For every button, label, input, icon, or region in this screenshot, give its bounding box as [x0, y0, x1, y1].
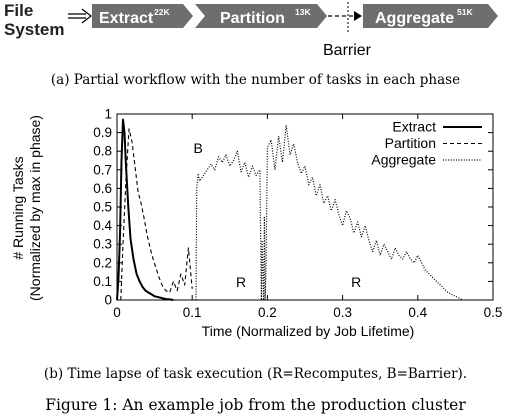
y-tick-label: 0.5 [93, 200, 112, 215]
x-tick-label: 0.2 [258, 305, 277, 320]
y-tick-label: 0.3 [93, 237, 112, 252]
workflow-diagram: File System Extract 22K Partition 13K Ba… [4, 1, 498, 59]
y-axis-label-line1: # Running Tasks [10, 156, 26, 259]
y-tick-label: 0 [104, 293, 112, 308]
time-lapse-chart: 0 0.1 0.2 0.3 0.4 0.5 0 0.1 0.2 0.3 0.4 0.5 0.6 0.7 0.… [10, 107, 502, 340]
file-system-label-line1: File [4, 1, 33, 20]
aggregate-phase-label: Aggregate [375, 10, 454, 27]
annotation-r: R [236, 274, 246, 290]
x-axis-label: Time (Normalized by Job Lifetime) [202, 323, 415, 339]
aggregate-phase-box [363, 4, 498, 28]
x-tick-label: 0.4 [408, 305, 427, 320]
caption-b: (b) Time lapse of task execution (R=Reco… [43, 366, 468, 382]
caption-a: (a) Partial workflow with the number of … [50, 72, 461, 88]
y-tick-label: 0.4 [93, 218, 112, 233]
partition-phase-label: Partition [220, 10, 285, 27]
partition-task-count: 13K [295, 7, 311, 17]
partition-phase-box [195, 4, 327, 28]
x-tick-label: 0.3 [333, 305, 352, 320]
y-tick-label: 0.8 [93, 144, 112, 159]
extract-task-count: 22K [154, 7, 170, 17]
extract-phase-box [92, 4, 193, 28]
series-line-extract [116, 118, 174, 301]
extract-phase-label: Extract [99, 10, 154, 27]
file-system-label-line2: System [4, 20, 64, 39]
legend-label-partition: Partition [385, 135, 436, 151]
series-line-partition [120, 128, 193, 301]
y-axis-label-line2: (Normalized by max in phase) [27, 115, 43, 301]
y-tick-label: 0.7 [93, 162, 112, 177]
annotation-r: R [351, 274, 361, 290]
legend-label-aggregate: Aggregate [371, 152, 436, 168]
x-tick-label: 0.1 [183, 305, 202, 320]
annotation-b: B [194, 140, 203, 156]
chart-series [116, 118, 464, 301]
y-tick-label: 0.2 [93, 255, 112, 270]
series-line-aggregate [195, 124, 464, 301]
chart-axes: 0 0.1 0.2 0.3 0.4 0.5 0 0.1 0.2 0.3 0.4 0.5 0.6 0.7 0.… [93, 107, 502, 321]
y-tick-label: 1 [104, 107, 112, 122]
x-tick-label: 0.5 [484, 305, 503, 320]
figure-caption: Figure 1: An example job from the produc… [45, 396, 466, 414]
dashed-arrow-partition-to-aggregate [328, 11, 362, 21]
aggregate-task-count: 51K [457, 7, 473, 17]
plot-frame [116, 113, 494, 301]
y-tick-label: 0.9 [93, 125, 112, 140]
arrow-source-to-extract [68, 8, 92, 24]
legend-label-extract: Extract [392, 119, 436, 135]
chart-annotations: B R R [194, 140, 362, 290]
x-tick-label: 0 [113, 305, 121, 320]
y-tick-label: 0.1 [93, 274, 112, 289]
barrier-label: Barrier [323, 42, 372, 59]
y-tick-label: 0.6 [93, 181, 112, 196]
